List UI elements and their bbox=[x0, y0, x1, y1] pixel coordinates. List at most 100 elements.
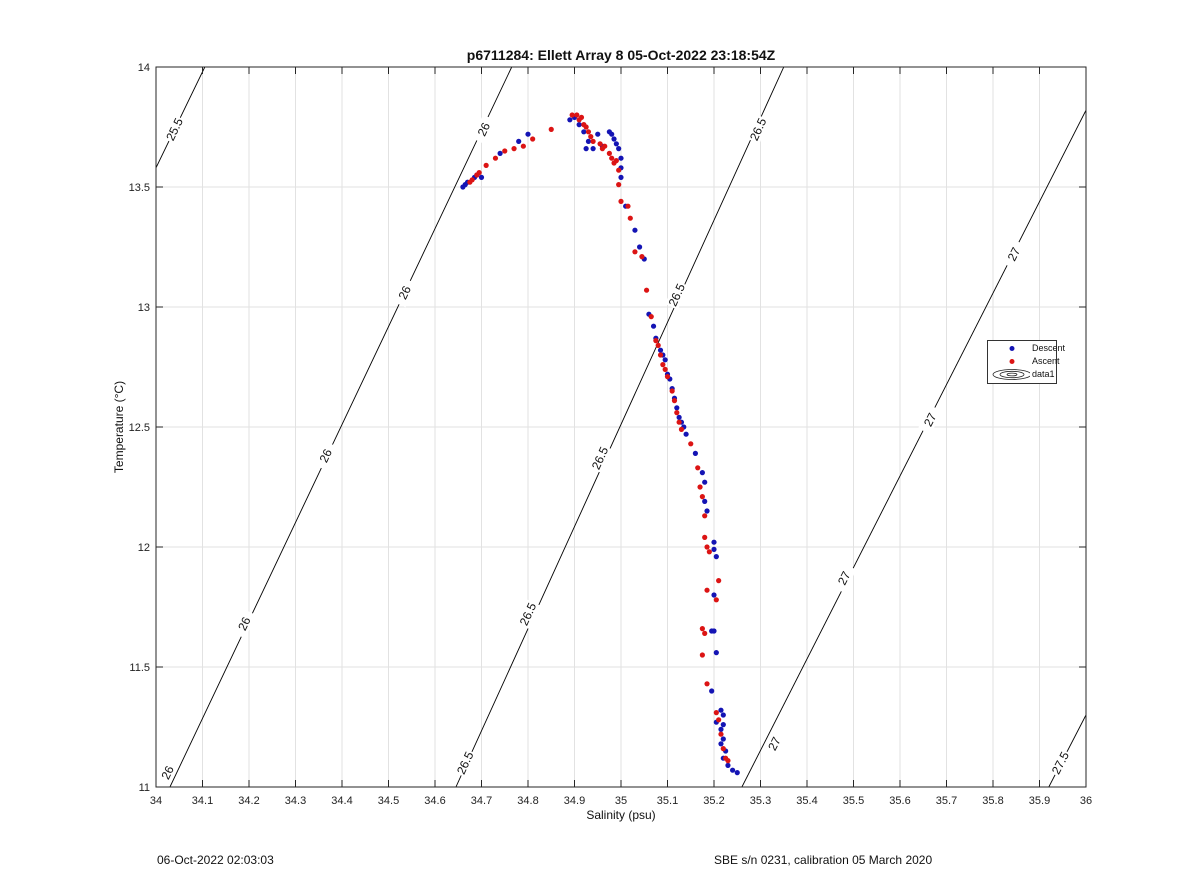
ascent-point bbox=[502, 148, 508, 154]
contour-label-group: 26 bbox=[313, 441, 338, 471]
descent-point bbox=[662, 357, 668, 363]
descent-point bbox=[699, 470, 705, 476]
legend-entry-data1: data1 bbox=[988, 368, 1056, 381]
contour-label-group: 26 bbox=[471, 114, 496, 145]
descent-point bbox=[609, 131, 615, 137]
descent-point bbox=[709, 688, 715, 694]
density-contour-27.5 bbox=[1048, 714, 1086, 787]
ascent-point bbox=[574, 112, 580, 118]
descent-point bbox=[702, 479, 708, 485]
legend-entry-ascent: Ascent bbox=[988, 355, 1060, 368]
contour-label-gap bbox=[1001, 239, 1027, 269]
x-axis-label: Salinity (psu) bbox=[586, 808, 655, 822]
ascent-point bbox=[625, 203, 631, 209]
contour-label-gap bbox=[155, 757, 180, 788]
descent-point bbox=[525, 131, 531, 137]
contour-label-gap bbox=[832, 563, 857, 593]
descent-point bbox=[720, 722, 726, 728]
descent-point bbox=[713, 650, 719, 656]
ascent-point bbox=[706, 549, 712, 555]
ascent-marker-icon bbox=[1009, 359, 1015, 364]
x-tick-label: 34.3 bbox=[285, 795, 306, 807]
ascent-point bbox=[653, 338, 659, 344]
ascent-point bbox=[613, 158, 619, 164]
contour-label-group: 26.5 bbox=[746, 114, 770, 145]
descent-point bbox=[567, 117, 573, 123]
descent-point bbox=[595, 131, 601, 137]
x-tick-label: 34.8 bbox=[517, 795, 538, 807]
descent-point bbox=[650, 323, 657, 329]
contour-label-group: 27 bbox=[918, 405, 943, 435]
ascent-point bbox=[702, 513, 708, 519]
x-tick-label: 36 bbox=[1080, 795, 1092, 807]
density-contour-25.5 bbox=[156, 67, 206, 168]
contour-label: 27 bbox=[921, 410, 940, 429]
footer-calibration: SBE s/n 0231, calibration 05 March 2020 bbox=[714, 853, 933, 867]
data-points bbox=[460, 112, 740, 776]
footer-timestamp: 06-Oct-2022 02:03:03 bbox=[157, 853, 274, 867]
x-tick-label: 35.2 bbox=[703, 795, 724, 807]
descent-point bbox=[676, 414, 682, 420]
descent-point bbox=[637, 244, 643, 250]
contour-label-gap bbox=[665, 280, 689, 310]
descent-point bbox=[711, 546, 717, 553]
y-axis-label: Temperature (°C) bbox=[112, 381, 126, 473]
ascent-point bbox=[609, 155, 615, 161]
contour-label: 26 bbox=[235, 614, 254, 632]
legend: Descent Ascent data1 bbox=[987, 340, 1065, 384]
contour-label: 27 bbox=[1005, 245, 1024, 264]
ascent-point bbox=[578, 114, 585, 120]
density-contours bbox=[156, 67, 1086, 787]
descent-point bbox=[725, 762, 731, 769]
contour-label-group: 26 bbox=[392, 277, 417, 308]
ascent-point bbox=[713, 597, 719, 603]
contour-label-group: 27 bbox=[762, 729, 787, 759]
ascent-point bbox=[720, 746, 726, 752]
descent-point bbox=[711, 628, 717, 634]
contour-label: 27 bbox=[835, 569, 854, 588]
contour-label-gap bbox=[588, 443, 612, 473]
descent-point bbox=[718, 707, 724, 713]
ascent-point bbox=[530, 136, 536, 142]
contour-label-group: 26.5 bbox=[588, 443, 612, 473]
ascent-point bbox=[671, 398, 678, 404]
x-tick-label: 35.9 bbox=[1029, 795, 1050, 807]
ascent-point bbox=[597, 141, 603, 147]
ascent-point bbox=[713, 710, 719, 716]
descent-point bbox=[704, 508, 710, 514]
legend-label-data1: data1 bbox=[1032, 369, 1055, 379]
ascent-point bbox=[476, 170, 482, 176]
ascent-point bbox=[655, 342, 661, 348]
descent-point bbox=[497, 150, 503, 156]
descent-point bbox=[718, 726, 724, 733]
descent-point bbox=[657, 347, 664, 353]
ascent-point bbox=[695, 465, 701, 471]
ascent-point bbox=[697, 484, 703, 490]
ascent-point bbox=[660, 362, 666, 368]
contour-label-group: 26.5 bbox=[453, 748, 477, 778]
density-contour-26.5 bbox=[455, 67, 785, 787]
contour-label: 26 bbox=[475, 120, 494, 138]
descent-point bbox=[702, 498, 708, 504]
ascent-point bbox=[639, 254, 645, 260]
ascent-point bbox=[704, 544, 710, 550]
contour-label: 26 bbox=[158, 763, 177, 781]
x-tick-label: 34.5 bbox=[378, 795, 399, 807]
ascent-point bbox=[662, 366, 668, 372]
density-contour-27 bbox=[741, 109, 1086, 787]
contour-label-gap bbox=[1048, 748, 1073, 778]
x-tick-label: 34.4 bbox=[331, 795, 352, 807]
ascent-point bbox=[688, 441, 694, 447]
contour-label-gap bbox=[762, 729, 787, 759]
descent-point bbox=[734, 770, 740, 776]
ascent-point bbox=[548, 126, 554, 132]
descent-point bbox=[720, 712, 726, 718]
ascent-point bbox=[716, 717, 722, 723]
descent-point bbox=[713, 554, 719, 560]
descent-point bbox=[611, 136, 617, 142]
descent-point bbox=[585, 138, 592, 144]
contour-label-gap bbox=[516, 599, 540, 629]
y-tick-label: 11.5 bbox=[129, 662, 150, 674]
ascent-point bbox=[676, 419, 682, 425]
ascent-point bbox=[590, 138, 596, 144]
